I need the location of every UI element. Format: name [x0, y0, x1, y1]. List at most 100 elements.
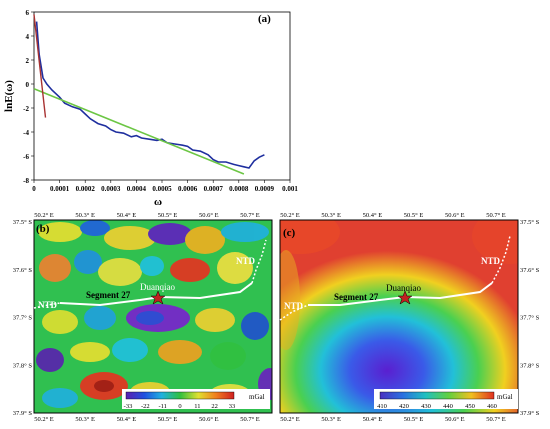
series-group [33, 14, 265, 175]
latitude-label: 37.5° S [520, 219, 540, 226]
y-tick-labels: 6 4 2 0 -2 -4 -6 -8 [23, 9, 34, 185]
longitude-label: 50.7° E [240, 212, 260, 219]
y-tick-label: 2 [26, 57, 30, 65]
colorbar-tick-label: -11 [158, 403, 166, 410]
colorbar-tick-label: -22 [141, 403, 150, 410]
latitude-label: 37.8° S [13, 362, 33, 369]
duanqiao-star-marker [397, 290, 413, 305]
longitude-label: 50.2° E [34, 212, 54, 219]
segment-label: Segment 27 [334, 292, 379, 302]
longitude-label: 50.7° E [486, 416, 506, 423]
longitude-label: 50.4° E [363, 212, 383, 219]
x-tick-label: 0.0006 [178, 185, 198, 193]
longitude-label: 50.3° E [321, 416, 341, 423]
x-axis-label: ω [154, 196, 162, 208]
site-label: Duanqiao [386, 283, 421, 293]
longitude-label: 50.6° E [199, 212, 219, 219]
y-tick-label: -8 [23, 177, 29, 185]
longitude-label: 50.5° E [404, 416, 424, 423]
y-tick-label: 0 [26, 81, 30, 89]
panel-label: (c) [283, 227, 296, 239]
longitude-label: 50.4° E [117, 416, 137, 423]
ntd-trace-right [491, 235, 511, 284]
anomaly-field [36, 220, 272, 408]
latitude-label: 37.6° S [520, 267, 540, 274]
ntd-trace-left [279, 304, 309, 321]
colorbar-unit: mGal [497, 393, 513, 401]
x-tick-label: 0.0005 [152, 185, 172, 193]
panel-label: (b) [36, 223, 50, 235]
ntd-label-left: NTD [284, 301, 304, 311]
series-line-3 [33, 14, 47, 118]
ntd-trace-left [33, 302, 61, 309]
longitude-label: 50.4° E [117, 212, 137, 219]
longitude-label: 50.7° E [240, 416, 260, 423]
longitude-label: 50.3° E [321, 212, 341, 219]
x-tick-label: 0.0003 [101, 185, 121, 193]
panel-a: 0 0.0001 0.0002 0.0003 0.0004 0.0005 0.0006 0.0… [3, 9, 298, 208]
x-tick-label: 0.0001 [50, 185, 70, 193]
y-tick-label: -6 [23, 153, 29, 161]
y-tick-label: -2 [23, 105, 29, 113]
latitude-label: 37.9° S [520, 410, 540, 417]
colorbar-tick-label: 450 [465, 403, 475, 410]
colorbar-c: 410 420 430 440 450 460 mGal [374, 389, 518, 410]
ntd-label-left: NTD [38, 300, 58, 310]
x-tick-labels: 0 0.0001 0.0002 0.0003 0.0004 0.0005 0.0006 0.0… [32, 180, 298, 193]
latitude-label: 37.7° S [520, 315, 540, 322]
latitude-label: 37.6° S [13, 267, 33, 274]
longitude-label: 50.3° E [75, 416, 95, 423]
longitude-label: 50.5° E [158, 416, 178, 423]
longitude-label: 50.2° E [280, 416, 300, 423]
duanqiao-star-marker [150, 290, 166, 305]
x-tick-label: 0.0008 [229, 185, 249, 193]
plot-frame [33, 11, 291, 181]
colorbar-tick-label: -33 [124, 403, 133, 410]
longitude-label: 50.5° E [158, 212, 178, 219]
colorbar-tick-label: 11 [194, 403, 200, 410]
colorbar-tick-label: 410 [377, 403, 387, 410]
colorbar-tick-label: 0 [178, 403, 181, 410]
colorbar-tick-label: 430 [421, 403, 431, 410]
latitude-label: 37.7° S [13, 315, 33, 322]
panel-b-map: (b) NTD NTD Segment 27 Duanqiao -33 -22 -1… [33, 219, 273, 414]
x-tick-label: 0 [32, 185, 36, 193]
longitude-label: 50.3° E [75, 212, 95, 219]
y-tick-label: 4 [26, 33, 30, 41]
latitude-label: 37.8° S [520, 362, 540, 369]
panel-label: (a) [258, 13, 271, 25]
colorbar-tick-label: 460 [487, 403, 497, 410]
ntd-label-right: NTD [481, 256, 501, 266]
y-tick-label: -4 [23, 129, 29, 137]
colorbar-tick-label: 33 [229, 403, 236, 410]
x-tick-label: 0.0004 [127, 185, 147, 193]
series-line-2 [33, 88, 245, 175]
ntd-label-right: NTD [236, 256, 256, 266]
longitude-label: 50.7° E [486, 212, 506, 219]
panel-c-map: (c) NTD NTD Segment 27 Duanqiao 410 420 43… [279, 219, 519, 414]
x-tick-label: 0.001 [282, 185, 298, 193]
colorbar-tick-label: 22 [211, 403, 218, 410]
plot-area [33, 11, 291, 181]
longitude-label: 50.6° E [445, 416, 465, 423]
segment-label: Segment 27 [86, 290, 131, 300]
latitude-label: 37.9° S [13, 410, 33, 417]
longitude-label: 50.5° E [404, 212, 424, 219]
longitude-label: 50.6° E [445, 212, 465, 219]
colorbar-tick-label: 420 [399, 403, 409, 410]
latitude-label: 37.5° S [13, 219, 33, 226]
longitude-label: 50.2° E [280, 212, 300, 219]
colorbar-unit: mGal [249, 393, 265, 401]
longitude-label: 50.6° E [199, 416, 219, 423]
map-coordinate-labels: 50.2° E 50.2° E 50.3° E 50.3° E 50.4° E 50.4°… [13, 212, 540, 423]
site-label: Duanqiao [140, 282, 175, 292]
ntd-trace-right [251, 239, 267, 284]
y-tick-label: 6 [26, 9, 30, 17]
longitude-label: 50.4° E [363, 416, 383, 423]
colorbar-b: -33 -22 -11 0 11 22 33 mGal [122, 389, 270, 410]
x-tick-label: 0.0007 [204, 185, 224, 193]
colorbar-tick-label: 440 [443, 403, 453, 410]
x-tick-label: 0.0002 [76, 185, 96, 193]
longitude-label: 50.2° E [34, 416, 54, 423]
